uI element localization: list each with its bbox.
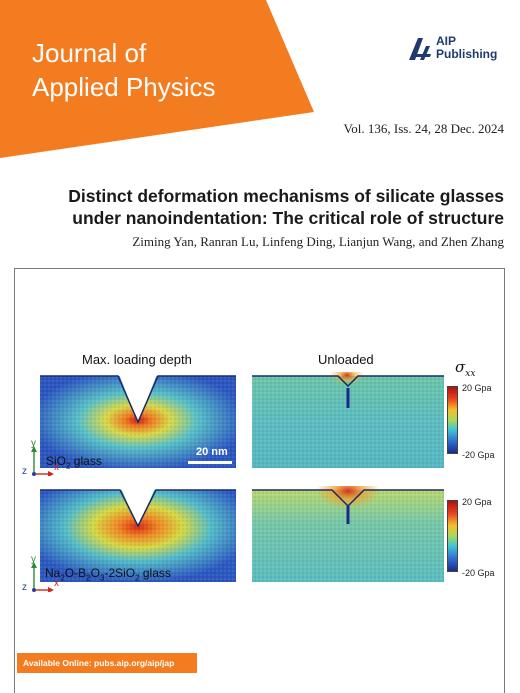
coordinate-axes-top: z y x [22,440,59,476]
material-nabs-p2: O-B [64,566,87,580]
colorbar-bottom-min-label: -20 Gpa [462,568,495,578]
colorbar-bottom [447,500,458,572]
material-nabs-s2: 2 [86,573,91,583]
publisher-name: AIP Publishing [436,35,497,61]
colorbar-top-min-label: -20 Gpa [462,450,495,460]
article-authors: Ziming Yan, Ranran Lu, Linfeng Ding, Lia… [132,234,504,249]
material-label-nabs: Na2O-B2O3-2SiO2 glass [45,566,171,582]
colorbar-top-max-label: 20 Gpa [462,383,492,393]
column-heading-unloaded: Unloaded [318,352,374,367]
panel-sio2-max-loading [40,372,236,468]
panel-sio2-unloaded [252,372,444,468]
material-nabs-p1: Na [45,566,61,580]
material-nabs-s3: 3 [99,573,105,583]
stress-symbol-subscript: xx [465,369,476,379]
material-nabs-p3: O [90,566,100,580]
stress-symbol: σxx [455,358,475,379]
axis-label-y-bottom: y [31,556,36,565]
material-nabs-p4: -2SiO [104,566,136,580]
stress-symbol-letter: σ [455,358,466,376]
article-title: Distinct deformation mechanisms of silic… [68,186,504,228]
material-nabs-s1: 2 [60,573,65,583]
axis-label-x-bottom: x [54,578,59,589]
material-sio2-part2: glass [70,454,102,468]
colorbar-bottom-max-label: 20 Gpa [462,497,492,507]
journal-title-line1: Journal of [32,38,147,68]
journal-banner [0,0,314,158]
scale-bar-label: 20 nm [196,446,228,458]
material-sio2-part1: SiO [46,454,67,468]
axis-label-z-top: z [22,466,27,476]
material-label-sio2: SiO2 glass [46,454,102,470]
panel-nabs-max-loading [40,486,236,582]
axis-label-z-bottom: z [22,582,27,592]
material-sio2-sub: 2 [66,461,71,471]
material-nabs-p5: glass [139,566,171,580]
aip-publishing-logo [409,38,431,60]
colorbar-top [447,386,458,454]
issue-info: Vol. 136, Iss. 24, 28 Dec. 2024 [343,121,504,136]
axis-label-y-top: y [31,440,36,449]
available-online-badge[interactable]: Available Online: pubs.aip.org/aip/jap [17,653,197,673]
publisher-line2: Publishing [436,47,498,61]
journal-title: Journal of Applied Physics [32,36,216,104]
journal-title-line2: Applied Physics [32,72,216,102]
material-nabs-s4: 2 [135,573,140,583]
scale-bar [188,461,232,464]
column-heading-max-loading: Max. loading depth [82,352,192,367]
axis-label-x-top: x [54,462,59,473]
publisher-line1: AIP [436,34,457,48]
coordinate-axes-bottom: z y x [22,556,59,592]
cover-figure [14,268,505,693]
panel-nabs-unloaded [252,486,444,582]
